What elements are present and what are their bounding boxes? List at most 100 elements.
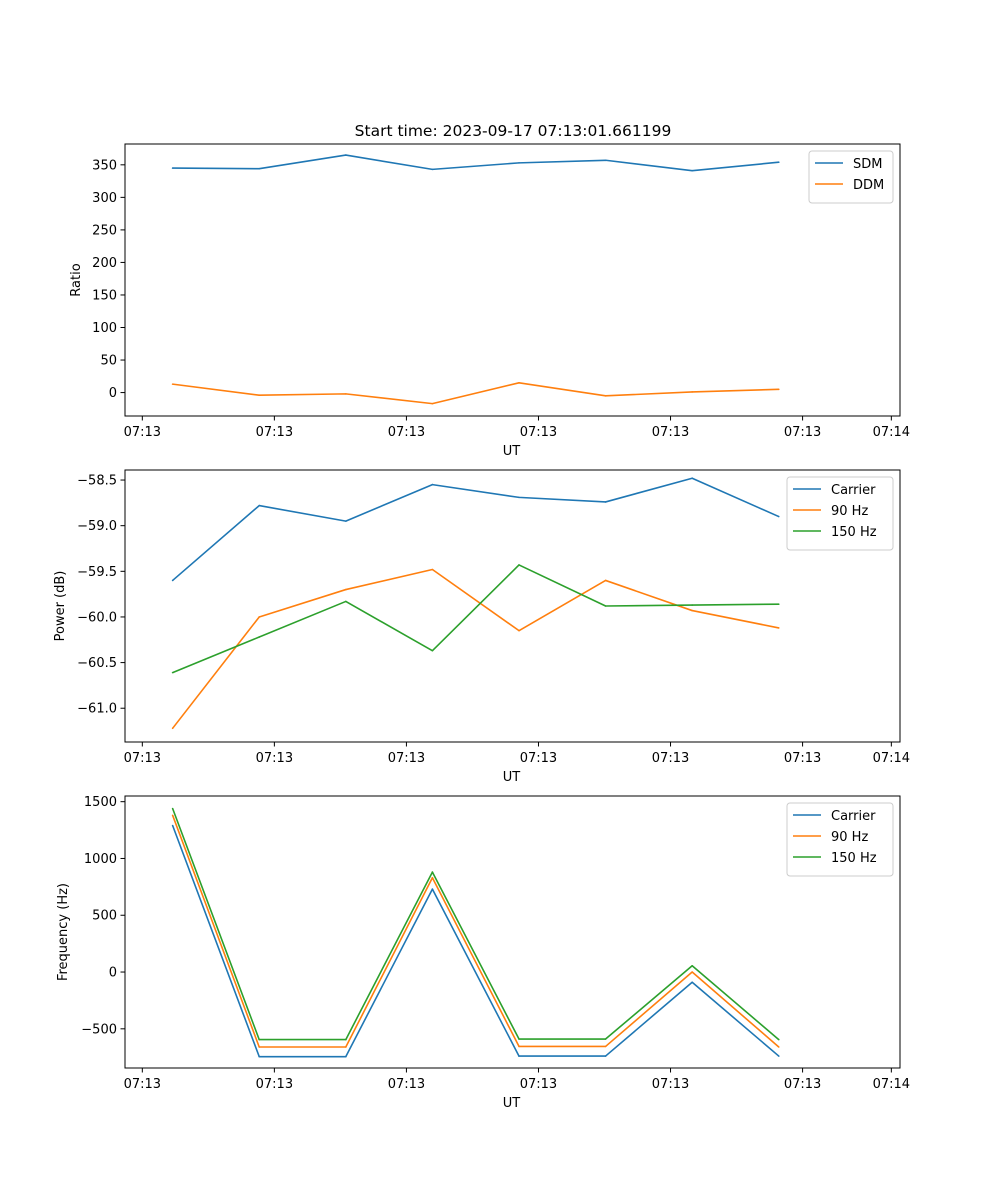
series-line-90-hz xyxy=(171,815,780,1048)
data-point xyxy=(518,1055,520,1057)
y-tick-label: 200 xyxy=(92,256,117,271)
data-point xyxy=(345,588,347,591)
series-line-carrier xyxy=(172,477,780,582)
data-point xyxy=(345,1038,347,1041)
y-axis-label: Ratio xyxy=(69,263,84,296)
data-point xyxy=(345,393,347,395)
data-point xyxy=(518,629,520,632)
series-line-150-hz xyxy=(171,808,780,1041)
legend-label: SDM xyxy=(853,157,882,172)
data-point xyxy=(258,394,261,396)
y-tick-label: 100 xyxy=(92,321,117,336)
data-point xyxy=(258,1055,261,1058)
y-axis-label: Frequency (Hz) xyxy=(56,883,71,981)
x-tick-label: 07:13 xyxy=(652,425,689,440)
x-tick-label: 07:13 xyxy=(388,751,425,766)
data-point xyxy=(691,981,693,984)
y-tick-label: 300 xyxy=(92,191,117,206)
data-point xyxy=(691,169,693,172)
data-point xyxy=(777,1055,780,1057)
y-axis-label: Power (dB) xyxy=(53,571,68,642)
data-point xyxy=(604,579,607,582)
data-point xyxy=(431,568,434,571)
legend-label: 150 Hz xyxy=(831,851,877,866)
y-tick-label: 350 xyxy=(92,158,117,173)
data-point xyxy=(518,1045,520,1048)
y-tick-label: −61.0 xyxy=(77,702,117,717)
data-point xyxy=(777,603,780,605)
y-tick-label: 150 xyxy=(92,288,117,303)
data-point xyxy=(258,616,261,618)
y-tick-label: 50 xyxy=(100,354,117,369)
data-point xyxy=(258,504,261,507)
x-tick-label: 07:13 xyxy=(388,1077,425,1092)
data-point xyxy=(431,168,434,171)
x-tick-label: 07:13 xyxy=(520,425,557,440)
data-point xyxy=(431,876,434,879)
data-point xyxy=(604,605,607,607)
legend-box xyxy=(808,150,894,204)
chart-panel-1: 07:13 07:13 07:13 07:13 07:13 07:13 07:14 0 50 10… xyxy=(69,143,910,459)
plot-frame xyxy=(124,469,901,743)
data-point xyxy=(258,636,261,638)
x-tick-label: 07:13 xyxy=(784,751,821,766)
legend-label: 90 Hz xyxy=(831,504,868,519)
chart-panel-2: 07:13 07:13 07:13 07:13 07:13 07:13 07:14 −61.0… xyxy=(53,469,910,785)
data-point xyxy=(258,1038,261,1041)
plot-frame xyxy=(124,795,901,1069)
legend-label: Carrier xyxy=(831,483,876,498)
plot-frame xyxy=(124,143,901,417)
data-point xyxy=(345,520,347,522)
x-tick-label: 07:13 xyxy=(520,1077,557,1092)
data-point xyxy=(431,649,434,652)
data-point xyxy=(258,1046,261,1048)
x-tick-label: 07:13 xyxy=(256,425,293,440)
y-tick-label: −58.5 xyxy=(77,474,117,489)
y-tick-label: 1000 xyxy=(84,852,117,867)
data-point xyxy=(518,382,520,384)
legend: Carrier 90 Hz 150 Hz xyxy=(786,802,894,877)
x-tick-label: 07:13 xyxy=(388,425,425,440)
x-tick-label: 07:13 xyxy=(652,1077,689,1092)
y-tick-label: 1500 xyxy=(84,795,117,810)
data-point xyxy=(171,167,174,169)
data-point xyxy=(604,395,607,397)
x-tick-label: 07:14 xyxy=(873,751,910,766)
data-point xyxy=(431,483,434,486)
x-tick-label: 07:13 xyxy=(784,1077,821,1092)
data-point xyxy=(691,971,693,973)
data-point xyxy=(604,501,607,503)
data-point xyxy=(691,964,693,967)
x-tick-label: 07:13 xyxy=(256,751,293,766)
legend-label: DDM xyxy=(853,178,884,193)
x-axis-label: UT xyxy=(503,770,521,785)
data-point xyxy=(171,824,174,827)
data-point xyxy=(171,807,174,810)
y-tick-label: −59.5 xyxy=(77,565,117,580)
series-line-sdm xyxy=(172,154,779,172)
x-tick-label: 07:13 xyxy=(784,425,821,440)
data-point xyxy=(691,604,693,606)
legend-label: Carrier xyxy=(831,809,876,824)
data-point xyxy=(171,671,174,674)
data-point xyxy=(518,1038,520,1040)
data-point xyxy=(345,154,347,156)
x-tick-label: 07:13 xyxy=(124,425,161,440)
series-line-150-hz xyxy=(172,564,779,674)
data-point xyxy=(518,496,520,499)
y-tick-label: −60.5 xyxy=(77,656,117,671)
y-tick-label: −500 xyxy=(81,1022,117,1037)
data-point xyxy=(604,1045,607,1048)
data-point xyxy=(777,161,780,164)
y-tick-label: 250 xyxy=(92,223,117,238)
x-axis-label: UT xyxy=(503,444,521,459)
data-point xyxy=(171,579,174,582)
data-point xyxy=(518,564,520,566)
legend-label: 150 Hz xyxy=(831,525,877,540)
x-tick-label: 07:13 xyxy=(124,1077,161,1092)
y-tick-label: −60.0 xyxy=(77,610,117,625)
data-point xyxy=(691,477,693,480)
data-point xyxy=(604,1038,607,1040)
data-point xyxy=(604,1055,607,1057)
